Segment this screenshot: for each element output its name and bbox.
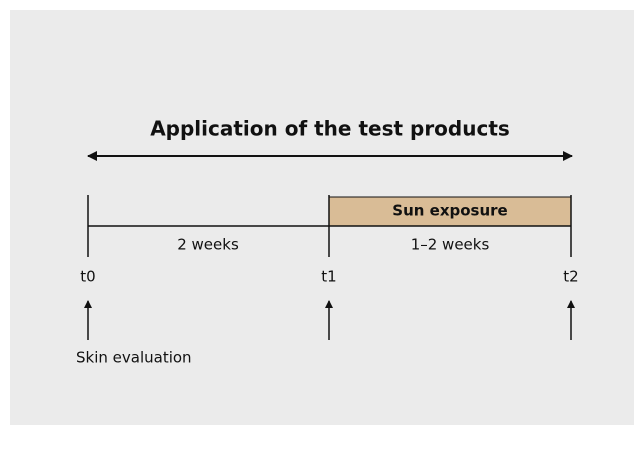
title: Application of the test products xyxy=(150,117,510,141)
phase-label: Sun exposure xyxy=(392,202,507,220)
timepoint-label: t0 xyxy=(80,268,95,286)
annotation: Skin evaluation xyxy=(76,349,192,367)
duration-label: 1–2 weeks xyxy=(411,236,490,254)
timepoint-label: t1 xyxy=(321,268,336,286)
sun-exposure-box xyxy=(328,196,572,227)
timepoint-label: t2 xyxy=(563,268,578,286)
duration-label: 2 weeks xyxy=(177,236,239,254)
